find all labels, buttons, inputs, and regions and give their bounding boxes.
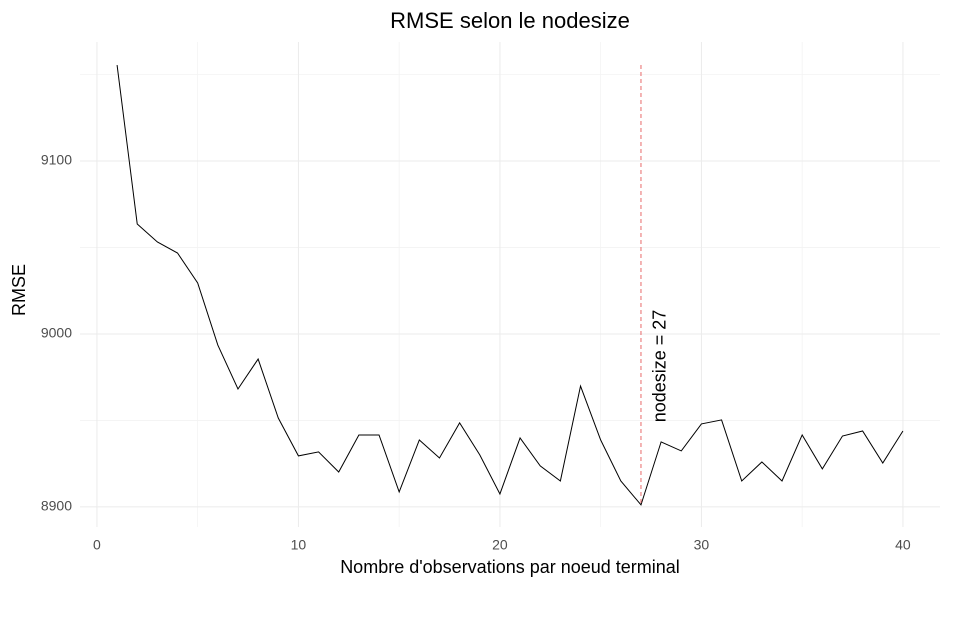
line bbox=[116, 64, 904, 506]
chart-title: RMSE selon le nodesize bbox=[390, 8, 630, 33]
y-tick-label: 9000 bbox=[41, 325, 72, 341]
x-tick-label: 40 bbox=[895, 537, 911, 553]
y-axis-title: RMSE bbox=[9, 264, 29, 316]
y-tick-label: 8900 bbox=[41, 498, 72, 514]
x-tick-label: 0 bbox=[93, 537, 101, 553]
x-axis-title: Nombre d'observations par noeud terminal bbox=[340, 557, 680, 577]
x-tick-label: 10 bbox=[291, 537, 307, 553]
y-tick-label: 9100 bbox=[41, 152, 72, 168]
x-tick-label: 20 bbox=[492, 537, 508, 553]
x-tick-label: 30 bbox=[694, 537, 710, 553]
annotation: nodesize = 27 bbox=[650, 310, 670, 423]
